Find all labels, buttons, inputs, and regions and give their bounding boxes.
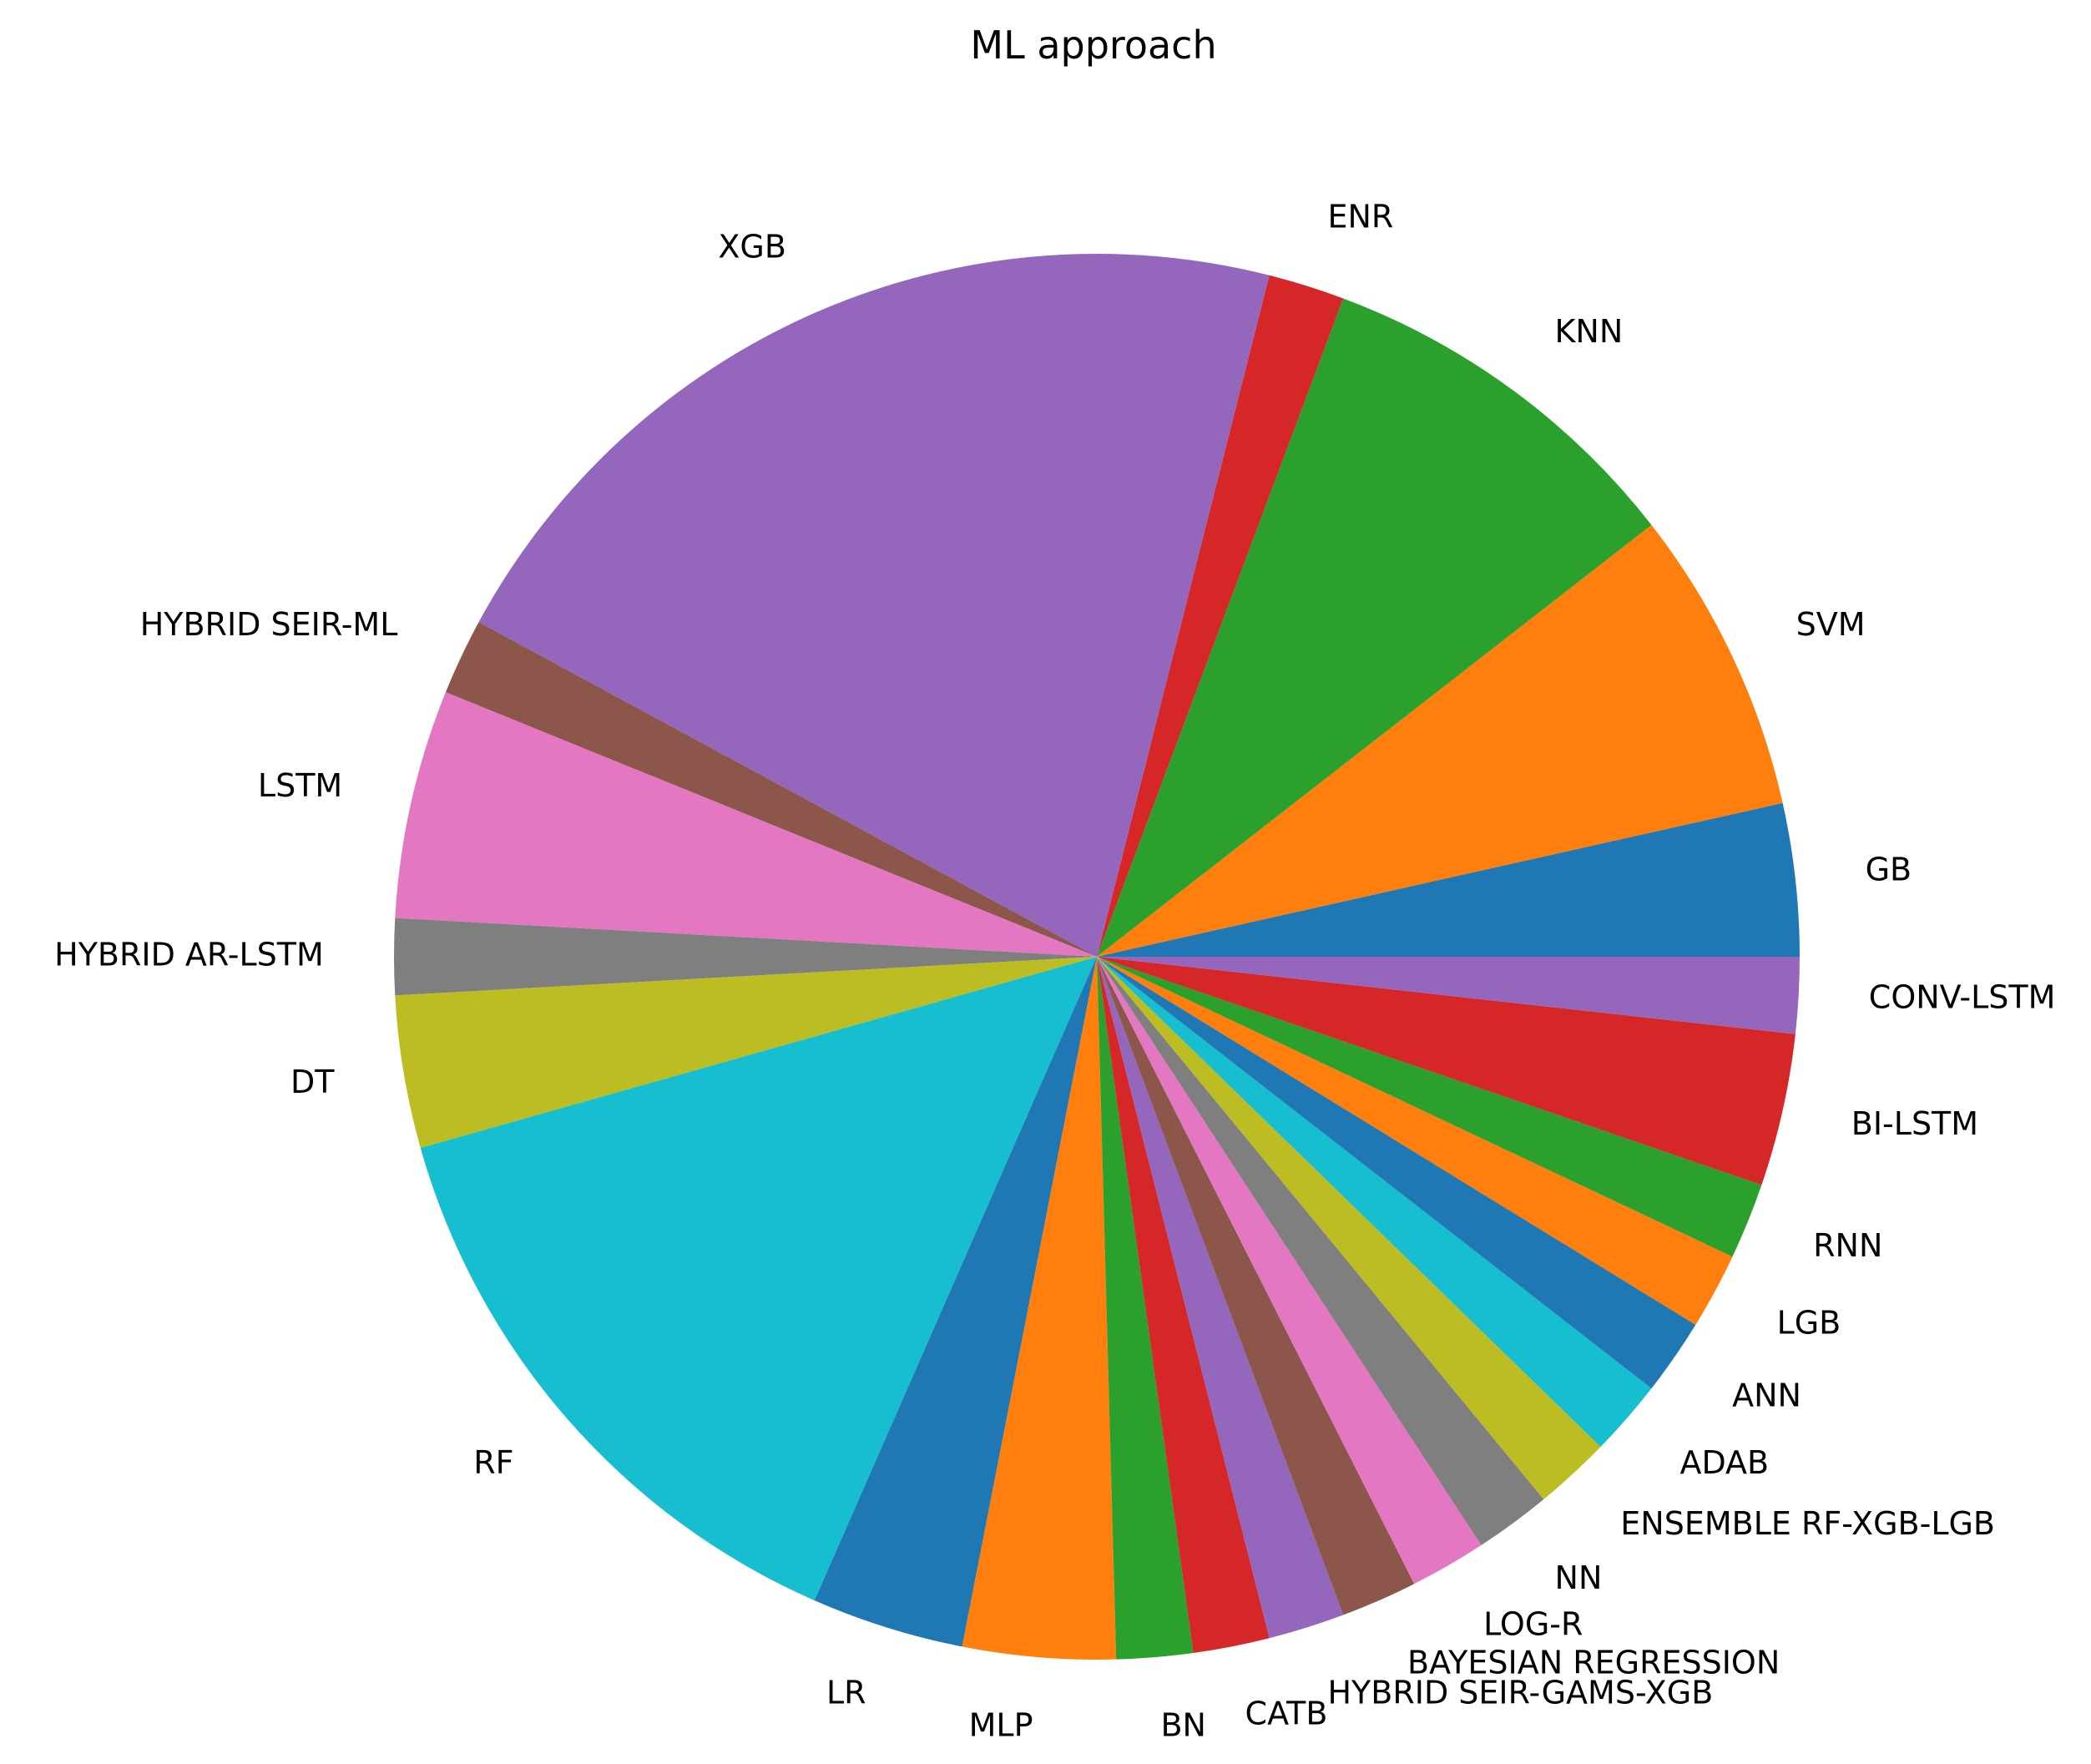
slice-label-knn: KNN [1555,313,1624,350]
chart-title: ML approach [970,23,1216,68]
slice-label-lgb: LGB [1777,1304,1841,1341]
pie-slice-bi-lstm [1097,957,1796,1185]
slice-label-bi-lstm: BI-LSTM [1851,1105,1978,1142]
slice-label-svm: SVM [1796,606,1866,643]
pie-slice-enr [1097,275,1344,957]
slice-label-dt: DT [290,1064,335,1100]
pie-slice-svm [1097,524,1783,957]
pie-slice-hybrid-seir-ml [445,622,1097,957]
pie-slice-xgb [478,254,1270,958]
slice-label-rnn: RNN [1813,1227,1882,1264]
pie-slice-dt [395,957,1097,1149]
pie-slice-catb [1097,957,1270,1654]
slice-label-gb: GB [1866,852,1912,888]
slice-label-hybrid-seir-ml: HYBRID SEIR-ML [140,606,398,643]
pie-slice-adab [1097,957,1652,1448]
slice-label-nn: NN [1555,1559,1603,1596]
pie-slice-lr [814,957,1097,1647]
slice-label-mlp: MLP [969,1707,1033,1744]
slice-label-enr: ENR [1327,199,1393,235]
pie-slice-rf [420,957,1097,1601]
slice-label-hybrid-ar-lstm: HYBRID AR-LSTM [54,937,324,973]
slice-label-log-r: LOG-R [1483,1606,1583,1643]
pie-slice-bayesian-regression [1097,957,1415,1615]
pie-slice-bn [1097,957,1194,1660]
pie-slice-ensemble-rf-xgb-lgb [1097,957,1601,1499]
pie-slice-log-r [1097,957,1482,1585]
slice-label-catb: CATB [1245,1696,1328,1732]
slice-label-rf: RF [473,1444,513,1481]
pie-slice-lstm [395,692,1097,957]
pie-slice-ann [1097,957,1696,1389]
slice-label-ensemble-rf-xgb-lgb: ENSEMBLE RF-XGB-LGB [1620,1505,1995,1542]
pie-slice-gb [1097,802,1800,957]
slice-label-ann: ANN [1732,1377,1801,1413]
slice-label-adab: ADAB [1679,1444,1769,1481]
slice-label-bn: BN [1160,1707,1206,1744]
slice-label-conv-lstm: CONV-LSTM [1869,979,2056,1016]
slice-label-bayesian-regression: BAYESIAN REGRESSION [1407,1645,1780,1681]
slice-label-xgb: XGB [718,228,786,265]
slice-labels: GB SVM KNN ENR XGB HYBRID SEIR-ML LSTM HYBRID A… [54,199,2055,1744]
slice-label-hybrid-seir-gams-xgb: HYBRID SEIR-GAMS-XGB [1327,1674,1713,1711]
pie-slices [394,254,1800,1660]
pie-slice-rnn [1097,957,1762,1257]
slice-label-lstm: LSTM [258,767,342,804]
pie-slice-lgb [1097,957,1733,1325]
slice-label-lr: LR [826,1674,866,1711]
pie-slice-knn [1097,298,1652,958]
pie-slice-nn [1097,957,1544,1545]
pie-slice-hybrid-ar-lstm [394,917,1097,996]
pie-slice-conv-lstm [1097,957,1800,1034]
pie-slice-mlp [962,957,1117,1660]
pie-slice-hybrid-seir-gams-xgb [1097,957,1344,1639]
